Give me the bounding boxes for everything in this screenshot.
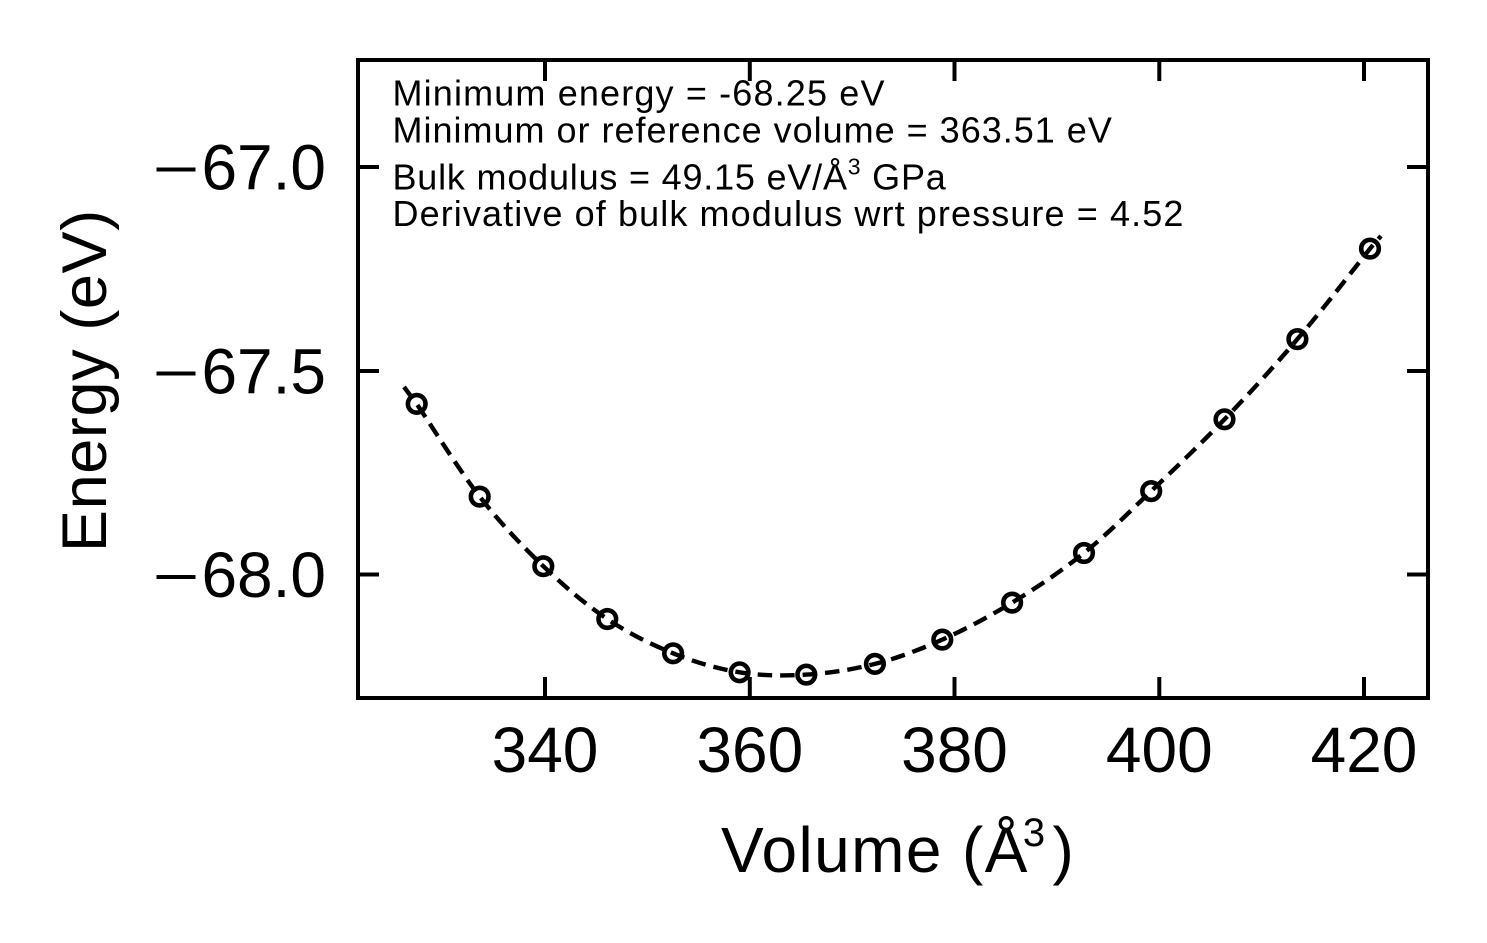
svg-text:Minimum energy = -68.25 eV: Minimum energy = -68.25 eV xyxy=(393,72,886,113)
svg-text:Derivative of bulk modulus wrt: Derivative of bulk modulus wrt pressure … xyxy=(393,193,1185,234)
svg-text:360: 360 xyxy=(696,714,803,786)
svg-text:Minimum or reference volume =: Minimum or reference volume = 363.51 eV xyxy=(393,109,1113,150)
svg-text:340: 340 xyxy=(492,714,599,786)
svg-text:420: 420 xyxy=(1311,714,1418,786)
svg-text:Bulk modulus = 49.15 eV/Å3 GPa: Bulk modulus = 49.15 eV/Å3 GPa xyxy=(393,153,947,197)
svg-text:Energy (eV): Energy (eV) xyxy=(50,209,120,552)
svg-text:67.0: 67.0 xyxy=(201,132,326,204)
svg-text:68.0: 68.0 xyxy=(201,539,326,611)
svg-text:400: 400 xyxy=(1106,714,1213,786)
svg-text:67.5: 67.5 xyxy=(201,336,326,408)
svg-text:Volume (Å3): Volume (Å3) xyxy=(721,811,1075,886)
svg-text:380: 380 xyxy=(901,714,1008,786)
